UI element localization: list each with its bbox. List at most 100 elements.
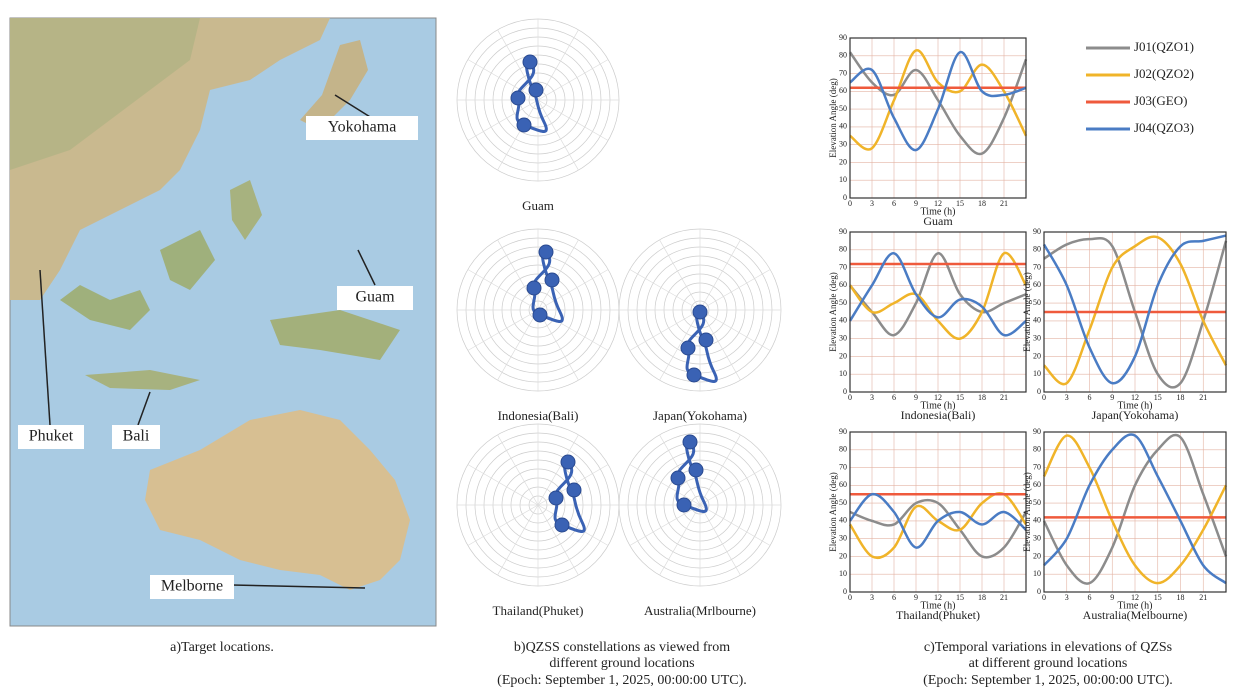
y-axis-label: Elevation Angle (deg) [1022, 272, 1032, 351]
y-tick-label: 20 [839, 351, 847, 360]
chart-title: Guam [923, 214, 953, 228]
polar-label: Japan(Yokohama) [653, 408, 747, 423]
x-tick-label: 0 [848, 593, 852, 602]
y-tick-label: 0 [843, 587, 847, 596]
x-tick-label: 18 [1177, 393, 1185, 402]
y-tick-label: 10 [839, 569, 847, 578]
y-tick-label: 40 [839, 516, 847, 525]
y-tick-label: 90 [1033, 227, 1041, 236]
x-tick-label: 18 [978, 393, 986, 402]
x-tick-label: 18 [1177, 593, 1185, 602]
satellite [561, 455, 575, 469]
caption: b)QZSS constellations as viewed from [514, 640, 730, 655]
y-tick-label: 80 [839, 245, 847, 254]
satellite [511, 91, 525, 105]
y-tick-label: 30 [1033, 533, 1041, 542]
x-tick-label: 3 [870, 593, 874, 602]
y-tick-label: 0 [843, 193, 847, 202]
y-tick-label: 60 [1033, 280, 1041, 289]
legend-label: J02(QZO2) [1134, 66, 1194, 81]
satellite [681, 341, 695, 355]
y-axis-label: Elevation Angle (deg) [828, 78, 838, 157]
x-tick-label: 15 [1154, 393, 1162, 402]
y-tick-label: 10 [1033, 569, 1041, 578]
satellite [567, 483, 581, 497]
y-tick-label: 90 [1033, 427, 1041, 436]
polar-label: Thailand(Phuket) [493, 603, 584, 618]
y-tick-label: 50 [1033, 498, 1041, 507]
satellite [517, 118, 531, 132]
map-label: Guam [355, 289, 395, 306]
caption: (Epoch: September 1, 2025, 00:00:00 UTC)… [923, 673, 1173, 688]
y-tick-label: 80 [839, 445, 847, 454]
y-tick-label: 30 [839, 139, 847, 148]
satellite [555, 518, 569, 532]
y-tick-label: 40 [1033, 516, 1041, 525]
x-tick-label: 0 [1042, 593, 1046, 602]
x-tick-label: 9 [914, 393, 918, 402]
chart-title: Australia(Melbourne) [1083, 608, 1188, 622]
x-tick-label: 6 [892, 199, 896, 208]
y-tick-label: 20 [839, 157, 847, 166]
x-tick-label: 9 [914, 593, 918, 602]
y-tick-label: 70 [839, 68, 847, 77]
satellite [693, 305, 707, 319]
y-tick-label: 80 [1033, 245, 1041, 254]
y-tick-label: 30 [839, 333, 847, 342]
polar-label: Australia(Mrlbourne) [644, 603, 756, 618]
polar-label: Guam [522, 198, 554, 213]
y-tick-label: 30 [1033, 333, 1041, 342]
x-tick-label: 6 [892, 393, 896, 402]
y-tick-label: 70 [839, 262, 847, 271]
x-tick-label: 3 [870, 199, 874, 208]
line-chart: 0102030405060708090036912151821Elevation… [1022, 427, 1226, 622]
line-chart: 0102030405060708090036912151821Elevation… [828, 33, 1026, 228]
map-label: Bali [123, 428, 150, 445]
x-tick-label: 15 [1154, 593, 1162, 602]
y-tick-label: 0 [1037, 587, 1041, 596]
y-tick-label: 90 [839, 427, 847, 436]
chart-title: Indonesia(Bali) [901, 408, 976, 422]
y-axis-label: Elevation Angle (deg) [828, 472, 838, 551]
x-tick-label: 6 [1088, 393, 1092, 402]
line-chart: 0102030405060708090036912151821Elevation… [828, 427, 1026, 622]
x-tick-label: 21 [1000, 199, 1008, 208]
y-tick-label: 70 [1033, 462, 1041, 471]
y-axis-label: Elevation Angle (deg) [828, 272, 838, 351]
x-tick-label: 18 [978, 199, 986, 208]
polar-label: Indonesia(Bali) [498, 408, 579, 423]
x-tick-label: 3 [870, 393, 874, 402]
legend-label: J03(GEO) [1134, 93, 1187, 108]
y-tick-label: 0 [843, 387, 847, 396]
caption: at different ground locations [969, 656, 1128, 671]
y-tick-label: 70 [1033, 262, 1041, 271]
x-tick-label: 21 [1000, 593, 1008, 602]
y-tick-label: 80 [1033, 445, 1041, 454]
polar-plot: Thailand(Phuket) [457, 424, 619, 618]
map-label: Melborne [161, 578, 223, 595]
satellite [699, 333, 713, 347]
y-tick-label: 20 [839, 551, 847, 560]
polar-plot: Australia(Mrlbourne) [619, 424, 781, 618]
y-tick-label: 50 [839, 498, 847, 507]
x-tick-label: 3 [1065, 393, 1069, 402]
x-tick-label: 15 [956, 199, 964, 208]
y-tick-label: 60 [839, 280, 847, 289]
x-tick-label: 9 [1110, 593, 1114, 602]
y-tick-label: 60 [839, 480, 847, 489]
y-tick-label: 10 [839, 369, 847, 378]
y-tick-label: 50 [839, 298, 847, 307]
y-tick-label: 30 [839, 533, 847, 542]
y-tick-label: 90 [839, 33, 847, 42]
x-tick-label: 0 [848, 199, 852, 208]
y-tick-label: 60 [1033, 480, 1041, 489]
satellite [689, 463, 703, 477]
y-tick-label: 40 [1033, 316, 1041, 325]
legend-label: J01(QZO1) [1134, 39, 1194, 54]
y-tick-label: 50 [839, 104, 847, 113]
caption: different ground locations [549, 656, 694, 671]
y-tick-label: 70 [839, 462, 847, 471]
y-tick-label: 20 [1033, 551, 1041, 560]
satellite [533, 308, 547, 322]
